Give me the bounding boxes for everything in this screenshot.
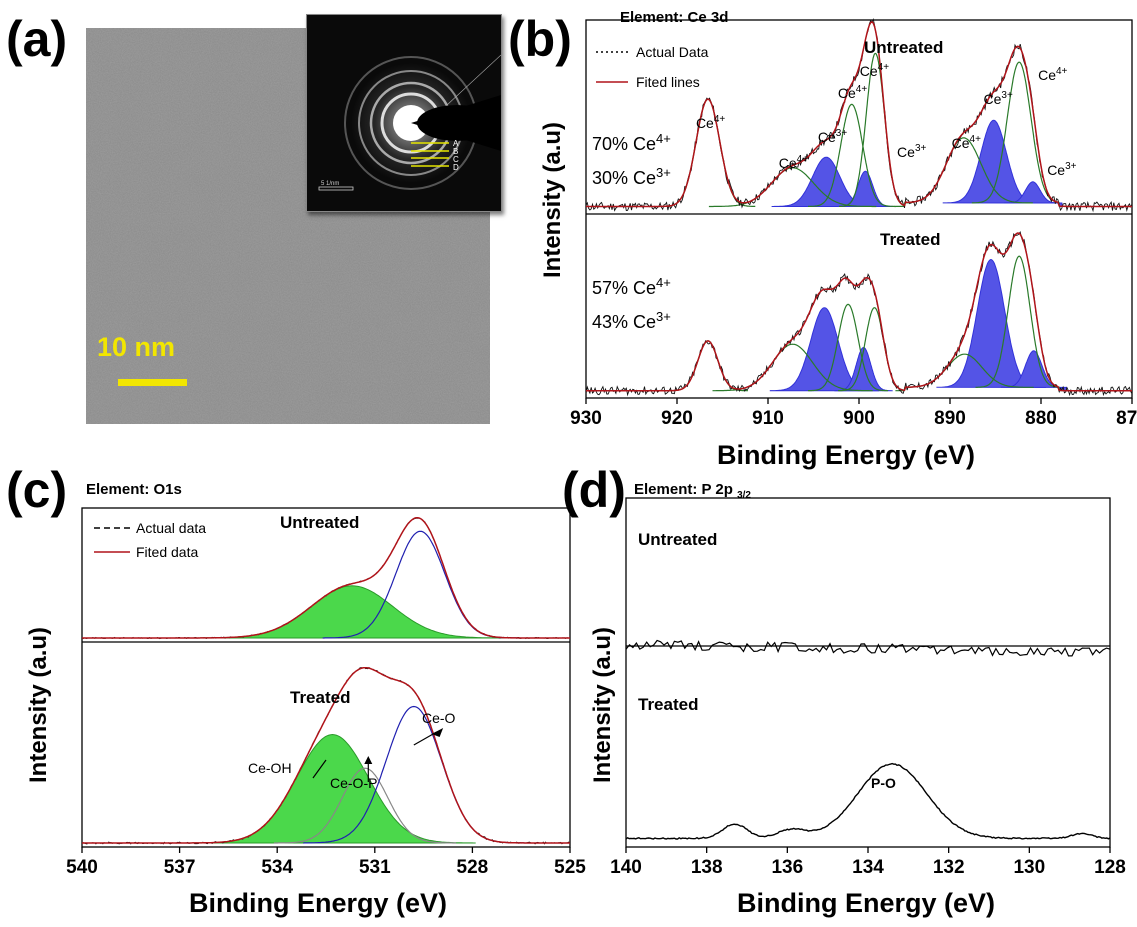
chart-ce3d: 930 920 910 900 890 880 870 Ce4+ Ce4+ Ce3+ Ce4+ Ce4…	[539, 9, 1137, 470]
d-element-label-text: Element: P 2p	[634, 481, 733, 498]
b-component	[808, 103, 896, 207]
chart-o1s: 540 537 534 531 528 525 Element: O1s Actual d…	[25, 481, 586, 918]
b-untreated-label: Untreated	[864, 38, 943, 57]
d-tick-label: 140	[610, 857, 642, 878]
d-tick-label: 138	[691, 857, 723, 878]
scale-bar-label: 10 nm	[97, 332, 176, 362]
ring-label-b: B	[453, 147, 458, 156]
c-tick-label: 525	[554, 857, 586, 878]
b-peak-label: Ce3+	[984, 90, 1013, 107]
b-tick-label: 890	[934, 408, 966, 429]
saed-inset: A B C D 5 1/nm	[306, 14, 502, 212]
d-tick-label: 130	[1013, 857, 1045, 878]
b-xlabel: Binding Energy (eV)	[717, 440, 975, 470]
b-legend-actual: Actual Data	[636, 44, 709, 60]
c-legend-fit: Fited data	[136, 544, 198, 560]
c-legend-actual: Actual data	[136, 520, 206, 536]
c-tick-label: 534	[261, 857, 293, 878]
b-peak-label: Ce3+	[1047, 161, 1076, 178]
b-tick-label: 880	[1025, 408, 1057, 429]
b-tick-label: 930	[570, 408, 602, 429]
chart-p2p: 140 138 136 134 132 130 128 Element: P 2p 3/2 …	[589, 481, 1126, 918]
d-untreated-line	[625, 639, 1111, 657]
c-tick-label: 537	[164, 857, 196, 878]
b-component	[708, 167, 877, 208]
b-peak-label: Ce4+	[696, 114, 725, 131]
c-legend: Actual data Fited data	[94, 520, 206, 560]
b-peak-label: Ce3+	[897, 143, 926, 160]
d-tick-label: 134	[852, 857, 884, 878]
b-component	[667, 340, 748, 392]
d-untreated-label: Untreated	[638, 530, 717, 549]
ring-label-c: C	[453, 155, 459, 164]
c-fit-peak	[189, 585, 515, 639]
d-tick-label: 128	[1094, 857, 1126, 878]
c-envelope	[82, 516, 570, 639]
d-ylabel: Intensity (a.u)	[589, 627, 616, 783]
d-element-label: Element: P 2p 3/2	[634, 481, 751, 501]
b-treated-label: Treated	[880, 230, 940, 249]
b-legend-fit: Fited lines	[636, 74, 700, 90]
c-ylabel: Intensity (a.u)	[25, 627, 52, 783]
c-annot-ceo: Ce-O	[422, 710, 456, 726]
c-annot-ceoh: Ce-OH	[248, 760, 292, 776]
b-tick-label: 870	[1116, 408, 1137, 429]
b-component	[807, 303, 889, 392]
c-tick-label: 528	[457, 857, 489, 878]
d-annot-po: P-O	[871, 775, 896, 791]
panel-d-letter: (d)	[562, 462, 626, 518]
b-treated-ce4-ratio: 57% Ce4+	[592, 275, 671, 298]
d-frame	[625, 497, 1111, 848]
d-xlabel: Binding Energy (eV)	[737, 888, 995, 918]
ring-label-d: D	[453, 163, 459, 172]
d-treated-label: Treated	[638, 695, 698, 714]
b-peak-label: Ce4+	[952, 134, 981, 151]
b-fit-peak	[834, 346, 893, 392]
ring-label-a: A	[453, 139, 459, 148]
panel-b-letter: (b)	[508, 11, 572, 67]
c-frame	[81, 507, 571, 848]
d-treated-line	[625, 762, 1111, 840]
c-tick-label: 531	[359, 857, 391, 878]
c-annot-ceop: Ce-O-P	[330, 775, 377, 791]
c-arrow-ceoh	[312, 759, 327, 779]
b-peak-label: Ce4+	[838, 84, 867, 101]
c-xlabel: Binding Energy (eV)	[189, 888, 447, 918]
b-untreated-ce3-ratio: 30% Ce3+	[592, 165, 671, 188]
c-tick-label: 540	[66, 857, 98, 878]
b-peak-label: Ce4+	[1038, 66, 1067, 83]
b-peak-label: Ce3+	[818, 128, 847, 145]
b-fit-peak	[1003, 181, 1063, 207]
c-component	[273, 767, 457, 844]
panel-a-letter: (a)	[6, 11, 68, 67]
b-ylabel: Intensity (a.u)	[539, 122, 566, 278]
b-tick-label: 900	[843, 408, 875, 429]
c-untreated-label: Untreated	[280, 513, 359, 532]
c-arrowhead-ceo	[431, 728, 444, 737]
c-treated-label: Treated	[290, 688, 350, 707]
b-legend: Actual Data Fited lines	[596, 44, 709, 90]
b-element-label: Element: Ce 3d	[620, 9, 728, 26]
inset-scale-label: 5 1/nm	[321, 181, 339, 187]
b-tick-label: 910	[752, 408, 784, 429]
b-envelope	[586, 20, 1132, 208]
b-peak-label: Ce4+	[779, 154, 808, 171]
b-envelope	[586, 232, 1132, 392]
b-tick-label: 920	[661, 408, 693, 429]
d-tick-label: 136	[771, 857, 803, 878]
d-tick-label: 132	[933, 857, 965, 878]
panel-c-letter: (c)	[6, 462, 68, 518]
b-untreated-ce4-ratio: 70% Ce4+	[592, 131, 671, 154]
b-component	[975, 255, 1063, 392]
b-treated-ce3-ratio: 43% Ce3+	[592, 309, 671, 332]
c-envelope	[82, 666, 570, 844]
c-arrowhead-ceop	[364, 756, 373, 764]
b-peak-label: Ce4+	[860, 62, 889, 79]
scale-bar	[118, 379, 187, 386]
saed-pattern: A B C D 5 1/nm	[307, 15, 502, 211]
c-element-label: Element: O1s	[86, 481, 182, 498]
